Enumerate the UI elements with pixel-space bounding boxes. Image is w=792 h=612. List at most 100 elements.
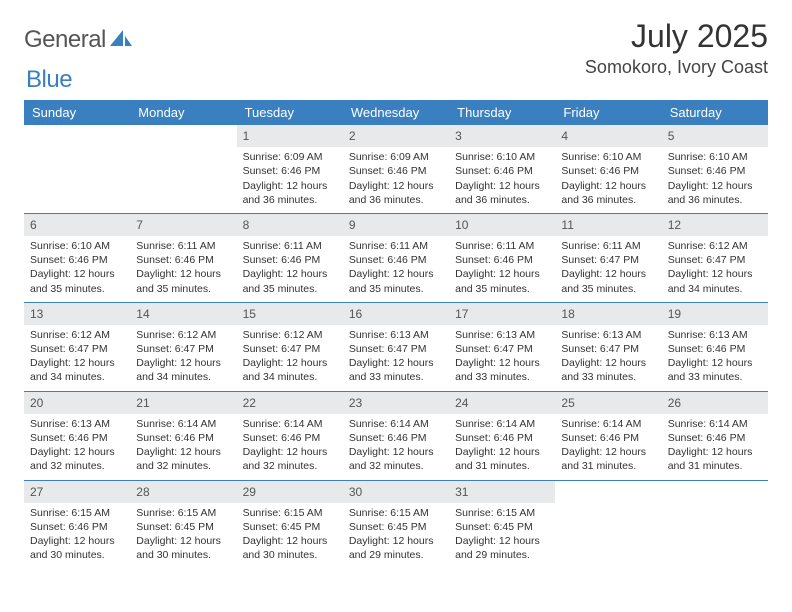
calendar-cell: 14Sunrise: 6:12 AMSunset: 6:47 PMDayligh… bbox=[130, 303, 236, 391]
sunset-text: Sunset: 6:47 PM bbox=[561, 253, 655, 267]
daylight-text: Daylight: 12 hours and 34 minutes. bbox=[243, 356, 337, 384]
calendar-cell: 28Sunrise: 6:15 AMSunset: 6:45 PMDayligh… bbox=[130, 481, 236, 569]
daylight-text: Daylight: 12 hours and 36 minutes. bbox=[349, 179, 443, 207]
cell-day-number: 24 bbox=[449, 392, 555, 414]
cell-day-number: 15 bbox=[237, 303, 343, 325]
calendar-page: General July 2025 Somokoro, Ivory Coast … bbox=[0, 0, 792, 586]
cell-day-number: 11 bbox=[555, 214, 661, 236]
daylight-text: Daylight: 12 hours and 35 minutes. bbox=[243, 267, 337, 295]
sunrise-text: Sunrise: 6:09 AM bbox=[243, 150, 337, 164]
daylight-text: Daylight: 12 hours and 35 minutes. bbox=[30, 267, 124, 295]
calendar-cell: 8Sunrise: 6:11 AMSunset: 6:46 PMDaylight… bbox=[237, 214, 343, 302]
cell-day-number: 9 bbox=[343, 214, 449, 236]
calendar-cell bbox=[662, 481, 768, 569]
sunset-text: Sunset: 6:47 PM bbox=[136, 342, 230, 356]
sunset-text: Sunset: 6:46 PM bbox=[668, 431, 762, 445]
daylight-text: Daylight: 12 hours and 31 minutes. bbox=[668, 445, 762, 473]
sunrise-text: Sunrise: 6:11 AM bbox=[136, 239, 230, 253]
daylight-text: Daylight: 12 hours and 29 minutes. bbox=[349, 534, 443, 562]
calendar-cell: 4Sunrise: 6:10 AMSunset: 6:46 PMDaylight… bbox=[555, 125, 661, 213]
daylight-text: Daylight: 12 hours and 36 minutes. bbox=[455, 179, 549, 207]
sunrise-text: Sunrise: 6:13 AM bbox=[349, 328, 443, 342]
sunset-text: Sunset: 6:45 PM bbox=[136, 520, 230, 534]
cell-body: Sunrise: 6:13 AMSunset: 6:47 PMDaylight:… bbox=[449, 325, 555, 391]
sunrise-text: Sunrise: 6:11 AM bbox=[243, 239, 337, 253]
week-row: 20Sunrise: 6:13 AMSunset: 6:46 PMDayligh… bbox=[24, 391, 768, 480]
cell-body: Sunrise: 6:11 AMSunset: 6:46 PMDaylight:… bbox=[237, 236, 343, 302]
calendar-cell: 6Sunrise: 6:10 AMSunset: 6:46 PMDaylight… bbox=[24, 214, 130, 302]
cell-body: Sunrise: 6:11 AMSunset: 6:46 PMDaylight:… bbox=[343, 236, 449, 302]
cell-body: Sunrise: 6:10 AMSunset: 6:46 PMDaylight:… bbox=[662, 147, 768, 213]
calendar-cell: 27Sunrise: 6:15 AMSunset: 6:46 PMDayligh… bbox=[24, 481, 130, 569]
cell-day-number: 25 bbox=[555, 392, 661, 414]
cell-day-number: 26 bbox=[662, 392, 768, 414]
calendar-cell: 21Sunrise: 6:14 AMSunset: 6:46 PMDayligh… bbox=[130, 392, 236, 480]
sunrise-text: Sunrise: 6:14 AM bbox=[349, 417, 443, 431]
daylight-text: Daylight: 12 hours and 29 minutes. bbox=[455, 534, 549, 562]
cell-body: Sunrise: 6:15 AMSunset: 6:45 PMDaylight:… bbox=[449, 503, 555, 569]
day-headers-row: Sunday Monday Tuesday Wednesday Thursday… bbox=[24, 100, 768, 125]
daylight-text: Daylight: 12 hours and 33 minutes. bbox=[668, 356, 762, 384]
cell-day-number: 19 bbox=[662, 303, 768, 325]
cell-body: Sunrise: 6:10 AMSunset: 6:46 PMDaylight:… bbox=[555, 147, 661, 213]
cell-day-number: 5 bbox=[662, 125, 768, 147]
sunrise-text: Sunrise: 6:15 AM bbox=[243, 506, 337, 520]
sunset-text: Sunset: 6:47 PM bbox=[561, 342, 655, 356]
daylight-text: Daylight: 12 hours and 30 minutes. bbox=[30, 534, 124, 562]
cell-body: Sunrise: 6:13 AMSunset: 6:47 PMDaylight:… bbox=[555, 325, 661, 391]
sunrise-text: Sunrise: 6:14 AM bbox=[561, 417, 655, 431]
daylight-text: Daylight: 12 hours and 32 minutes. bbox=[349, 445, 443, 473]
cell-day-number: 22 bbox=[237, 392, 343, 414]
sunset-text: Sunset: 6:46 PM bbox=[243, 253, 337, 267]
sunset-text: Sunset: 6:46 PM bbox=[668, 164, 762, 178]
sunrise-text: Sunrise: 6:14 AM bbox=[668, 417, 762, 431]
calendar-cell: 16Sunrise: 6:13 AMSunset: 6:47 PMDayligh… bbox=[343, 303, 449, 391]
cell-body: Sunrise: 6:14 AMSunset: 6:46 PMDaylight:… bbox=[449, 414, 555, 480]
week-row: 6Sunrise: 6:10 AMSunset: 6:46 PMDaylight… bbox=[24, 213, 768, 302]
sunrise-text: Sunrise: 6:10 AM bbox=[668, 150, 762, 164]
day-header-thursday: Thursday bbox=[449, 100, 555, 125]
logo-text-blue: Blue bbox=[26, 66, 72, 93]
cell-day-number: 4 bbox=[555, 125, 661, 147]
logo-text-general: General bbox=[24, 26, 106, 54]
sunset-text: Sunset: 6:45 PM bbox=[455, 520, 549, 534]
weeks-container: 1Sunrise: 6:09 AMSunset: 6:46 PMDaylight… bbox=[24, 125, 768, 568]
calendar-cell: 5Sunrise: 6:10 AMSunset: 6:46 PMDaylight… bbox=[662, 125, 768, 213]
week-row: 27Sunrise: 6:15 AMSunset: 6:46 PMDayligh… bbox=[24, 480, 768, 569]
daylight-text: Daylight: 12 hours and 30 minutes. bbox=[243, 534, 337, 562]
sunset-text: Sunset: 6:46 PM bbox=[349, 431, 443, 445]
sunset-text: Sunset: 6:46 PM bbox=[349, 164, 443, 178]
sunrise-text: Sunrise: 6:12 AM bbox=[30, 328, 124, 342]
sunrise-text: Sunrise: 6:14 AM bbox=[243, 417, 337, 431]
calendar-cell: 13Sunrise: 6:12 AMSunset: 6:47 PMDayligh… bbox=[24, 303, 130, 391]
calendar-cell: 26Sunrise: 6:14 AMSunset: 6:46 PMDayligh… bbox=[662, 392, 768, 480]
sunset-text: Sunset: 6:45 PM bbox=[349, 520, 443, 534]
daylight-text: Daylight: 12 hours and 35 minutes. bbox=[455, 267, 549, 295]
calendar-cell: 30Sunrise: 6:15 AMSunset: 6:45 PMDayligh… bbox=[343, 481, 449, 569]
sunset-text: Sunset: 6:46 PM bbox=[243, 431, 337, 445]
calendar-cell: 10Sunrise: 6:11 AMSunset: 6:46 PMDayligh… bbox=[449, 214, 555, 302]
daylight-text: Daylight: 12 hours and 34 minutes. bbox=[668, 267, 762, 295]
cell-day-number: 20 bbox=[24, 392, 130, 414]
calendar-cell: 11Sunrise: 6:11 AMSunset: 6:47 PMDayligh… bbox=[555, 214, 661, 302]
cell-body: Sunrise: 6:09 AMSunset: 6:46 PMDaylight:… bbox=[343, 147, 449, 213]
logo: General bbox=[24, 26, 134, 54]
logo-sail-icon bbox=[110, 28, 132, 53]
day-header-friday: Friday bbox=[555, 100, 661, 125]
daylight-text: Daylight: 12 hours and 36 minutes. bbox=[243, 179, 337, 207]
daylight-text: Daylight: 12 hours and 34 minutes. bbox=[30, 356, 124, 384]
sunset-text: Sunset: 6:46 PM bbox=[30, 520, 124, 534]
cell-day-number: 10 bbox=[449, 214, 555, 236]
daylight-text: Daylight: 12 hours and 36 minutes. bbox=[561, 179, 655, 207]
daylight-text: Daylight: 12 hours and 32 minutes. bbox=[243, 445, 337, 473]
cell-body: Sunrise: 6:14 AMSunset: 6:46 PMDaylight:… bbox=[662, 414, 768, 480]
cell-body: Sunrise: 6:14 AMSunset: 6:46 PMDaylight:… bbox=[130, 414, 236, 480]
calendar-cell: 9Sunrise: 6:11 AMSunset: 6:46 PMDaylight… bbox=[343, 214, 449, 302]
sunset-text: Sunset: 6:46 PM bbox=[30, 253, 124, 267]
sunrise-text: Sunrise: 6:13 AM bbox=[561, 328, 655, 342]
sunrise-text: Sunrise: 6:15 AM bbox=[30, 506, 124, 520]
day-header-monday: Monday bbox=[130, 100, 236, 125]
cell-body: Sunrise: 6:12 AMSunset: 6:47 PMDaylight:… bbox=[24, 325, 130, 391]
cell-day-number: 6 bbox=[24, 214, 130, 236]
cell-day-number: 31 bbox=[449, 481, 555, 503]
